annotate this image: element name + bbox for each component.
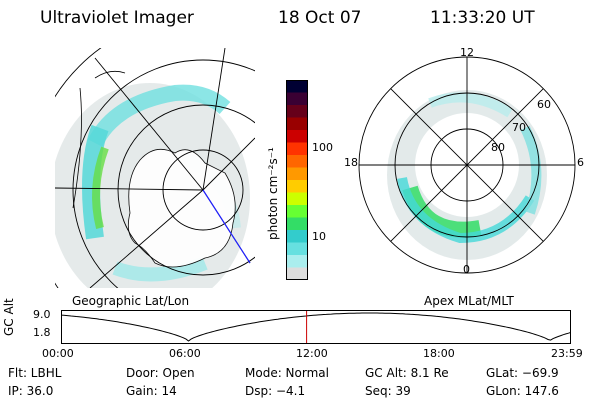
info-seq: Seq: 39	[365, 384, 411, 398]
mlt-6-label: 6	[577, 156, 584, 169]
x-tick-1200: 12:00	[296, 347, 328, 360]
mlat-60-label: 60	[537, 98, 551, 111]
mlt-18-label: 18	[344, 156, 358, 169]
colorbar-segment	[286, 92, 308, 106]
colorbar-segment	[286, 217, 308, 231]
colorbar-label: photon cm⁻²s⁻¹	[266, 147, 280, 240]
alt-tick-9: 9.0	[33, 308, 51, 321]
info-dsp: Dsp: −4.1	[245, 384, 306, 398]
colorbar-segment	[286, 142, 308, 156]
mlat-70-label: 70	[512, 121, 526, 134]
colorbar-segment	[286, 205, 308, 218]
colorbar-segment	[286, 130, 308, 143]
mlat-80-label: 80	[491, 141, 505, 154]
mlt-12-label: 12	[460, 46, 474, 59]
geographic-caption: Geographic Lat/Lon	[72, 294, 190, 308]
colorbar-segment	[286, 167, 308, 181]
info-door: Door: Open	[126, 366, 195, 380]
info-flt: Flt: LBHL	[8, 366, 62, 380]
date-label: 18 Oct 07	[278, 8, 362, 28]
x-tick-1800: 18:00	[423, 347, 455, 360]
magnetic-polar-plot	[358, 56, 576, 274]
geographic-map	[55, 48, 255, 288]
mlt-0-label: 0	[463, 263, 470, 276]
colorbar-segment	[286, 192, 308, 206]
info-glon: GLon: 147.6	[486, 384, 559, 398]
colorbar-segment	[286, 242, 308, 256]
x-tick-0600: 06:00	[169, 347, 201, 360]
altitude-plot	[61, 310, 571, 344]
alt-tick-1-8: 1.8	[33, 326, 51, 339]
info-gain: Gain: 14	[126, 384, 177, 398]
info-gc-alt: GC Alt: 8.1 Re	[365, 366, 449, 380]
colorbar-tick-100: 100	[312, 141, 333, 154]
altitude-ylabel: GC Alt	[2, 298, 16, 336]
x-tick-2359: 23:59	[551, 347, 583, 360]
colorbar-segment	[286, 155, 308, 168]
instrument-title: Ultraviolet Imager	[40, 8, 194, 28]
colorbar-segment	[286, 117, 308, 131]
colorbar-segment	[286, 180, 308, 193]
colorbar-segment	[286, 105, 308, 118]
time-label: 11:33:20 UT	[430, 8, 535, 28]
colorbar	[286, 80, 308, 280]
info-mode: Mode: Normal	[245, 366, 329, 380]
colorbar-segment	[286, 255, 308, 268]
colorbar-segment	[286, 267, 308, 280]
colorbar-segment	[286, 230, 308, 243]
colorbar-tick-10: 10	[312, 230, 326, 243]
colorbar-segment	[286, 80, 308, 93]
magnetic-caption: Apex MLat/MLT	[424, 294, 514, 308]
info-ip: IP: 36.0	[8, 384, 54, 398]
x-tick-0000: 00:00	[42, 347, 74, 360]
info-glat: GLat: −69.9	[486, 366, 559, 380]
